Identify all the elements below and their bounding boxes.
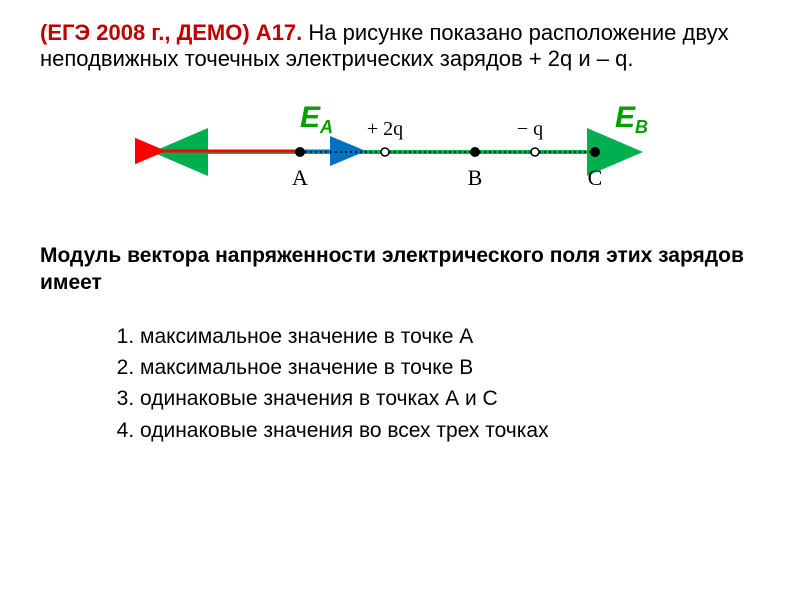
answer-options: максимальное значение в точке Амаксималь…	[40, 322, 760, 446]
question-text: Модуль вектора напряженности электрическ…	[40, 242, 760, 297]
physics-diagram: A B C + 2q − q EA EB	[40, 97, 760, 217]
diagram-svg: A B C + 2q − q EA EB	[135, 97, 665, 217]
svg-text:A: A	[292, 165, 308, 190]
svg-text:B: B	[468, 165, 483, 190]
problem-header: (ЕГЭ 2008 г., ДЕМО) А17. На рисунке пока…	[40, 20, 760, 72]
svg-text:EA: EA	[300, 101, 333, 137]
svg-text:C: C	[588, 165, 603, 190]
svg-text:+ 2q: + 2q	[367, 118, 403, 140]
option-3: одинаковые значения в точках А и С	[140, 384, 760, 413]
problem-source: (ЕГЭ 2008 г., ДЕМО) А17.	[40, 20, 302, 45]
option-4: одинаковые значения во всех трех точках	[140, 416, 760, 445]
option-2: максимальное значение в точке В	[140, 353, 760, 382]
svg-text:− q: − q	[517, 118, 543, 140]
option-1: максимальное значение в точке А	[140, 322, 760, 351]
svg-text:EB: EB	[615, 101, 648, 137]
